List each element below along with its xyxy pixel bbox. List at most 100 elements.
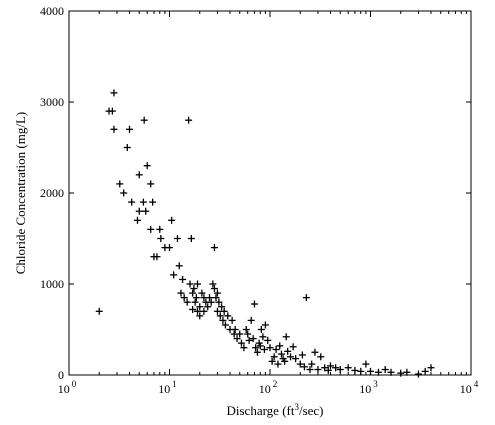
data-point [166, 244, 173, 252]
data-point [135, 207, 143, 215]
plot-frame [68, 10, 472, 376]
data-point [277, 350, 285, 358]
data-point [317, 353, 325, 361]
data-point [327, 362, 335, 370]
data-point [116, 180, 124, 188]
data-point [147, 180, 155, 188]
data-point [156, 225, 164, 233]
data-point [95, 307, 103, 315]
data-point [168, 216, 176, 224]
x-tick-exponent: 2 [273, 379, 278, 389]
data-point [344, 364, 352, 372]
data-point [314, 366, 322, 374]
data-point [311, 348, 319, 356]
data-point [133, 216, 141, 224]
data-point [308, 360, 316, 368]
data-point [149, 198, 157, 206]
x-tick-base: 10 [359, 382, 371, 396]
data-point [282, 333, 290, 341]
data-point [276, 342, 284, 350]
data-point [186, 280, 194, 288]
data-point [397, 369, 405, 377]
y-tick-label: 2000 [40, 186, 64, 200]
data-point [296, 360, 304, 368]
data-point [194, 307, 202, 315]
y-axis-ticks: 0 1000 2000 3000 4000 [40, 4, 471, 382]
data-point [240, 344, 248, 352]
data-point [126, 125, 134, 133]
data-point [110, 125, 118, 133]
data-point [253, 348, 261, 356]
data-point [306, 366, 314, 374]
data-point [260, 346, 268, 354]
data-point [244, 330, 252, 338]
data-point [250, 300, 258, 308]
data-point [259, 333, 267, 341]
y-tick-label: 1000 [40, 277, 64, 291]
data-point [218, 303, 226, 311]
data-point [264, 336, 272, 344]
data-point [300, 363, 308, 371]
data-point [381, 366, 389, 374]
data-point [209, 280, 217, 288]
data-point [213, 289, 221, 297]
data-point [205, 294, 213, 302]
data-point [284, 347, 292, 355]
x-tick-label: 10 0 [58, 379, 77, 396]
data-point [321, 364, 329, 372]
data-point [128, 198, 136, 206]
data-point [192, 294, 200, 302]
data-point [212, 294, 220, 302]
data-point [175, 262, 183, 270]
x-tick-label: 10 2 [259, 379, 278, 396]
data-point [252, 344, 260, 352]
data-point [362, 360, 370, 368]
data-point [179, 275, 187, 283]
data-points [95, 89, 435, 378]
data-point [108, 107, 116, 115]
data-point [298, 351, 306, 359]
y-axis-label: Chloride Concentration (mg/L) [13, 112, 28, 274]
data-point [147, 225, 155, 233]
data-point [183, 298, 191, 306]
data-point [110, 89, 118, 97]
x-tick-base: 10 [259, 382, 271, 396]
data-point [249, 335, 257, 343]
data-point [173, 235, 181, 242]
data-point [266, 344, 274, 352]
data-point [427, 364, 435, 372]
x-axis-ticks: 10 0 10 1 10 2 10 3 10 4 [58, 11, 479, 396]
data-point [198, 289, 206, 297]
x-tick-label: 10 1 [158, 379, 177, 396]
data-point [135, 171, 143, 179]
data-point [207, 298, 215, 306]
data-point [233, 335, 241, 343]
data-point [224, 312, 232, 320]
data-point [237, 339, 245, 347]
data-point [204, 303, 212, 311]
x-tick-exponent: 0 [72, 379, 77, 389]
data-point [221, 321, 229, 329]
data-point [261, 321, 269, 329]
data-point [289, 343, 297, 351]
data-point [414, 370, 422, 378]
x-tick-label: 10 4 [460, 379, 479, 396]
data-point [190, 285, 198, 293]
data-point [228, 316, 236, 324]
x-tick-label: 10 3 [359, 379, 378, 396]
y-tick-label: 4000 [40, 4, 64, 18]
data-point [236, 330, 244, 338]
data-point [196, 303, 204, 311]
x-tick-exponent: 4 [474, 379, 479, 389]
data-point [196, 312, 204, 320]
data-point [219, 316, 227, 324]
data-point [287, 353, 295, 361]
data-point [281, 357, 289, 365]
data-point [367, 367, 374, 375]
data-point [200, 307, 208, 315]
data-point [231, 326, 239, 333]
x-tick-base: 10 [158, 382, 170, 396]
data-point [210, 244, 218, 252]
data-point [292, 355, 300, 363]
